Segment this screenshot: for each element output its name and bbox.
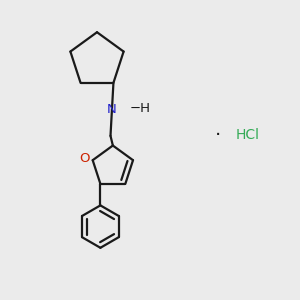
- Text: ·: ·: [214, 126, 221, 145]
- Text: O: O: [79, 152, 90, 165]
- Text: −H: −H: [130, 102, 151, 115]
- Text: N: N: [107, 103, 117, 116]
- Text: HCl: HCl: [236, 128, 260, 142]
